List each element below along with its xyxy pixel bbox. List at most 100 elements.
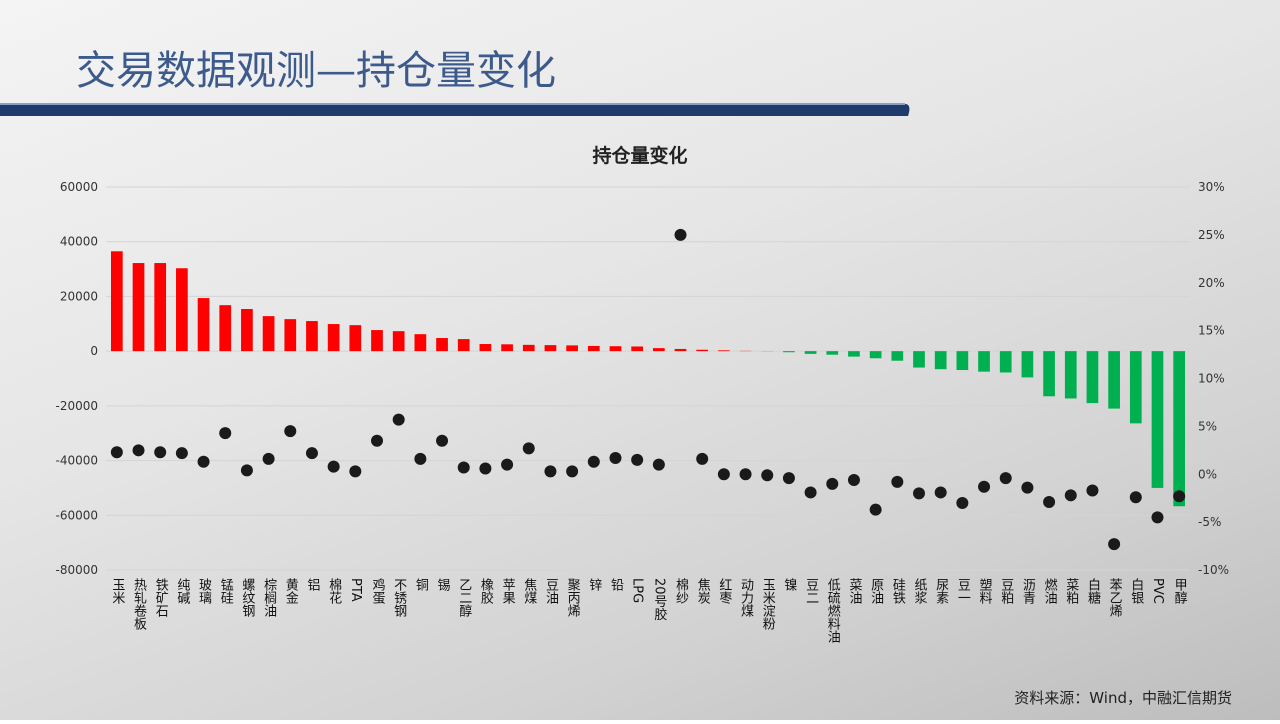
bar [1065, 351, 1077, 398]
bar [891, 351, 903, 361]
x-tick-label: 白糖 [1085, 577, 1101, 605]
chart-title: 持仓量变化 [592, 144, 687, 167]
dot [783, 472, 795, 484]
y-tick-label: 0 [90, 344, 98, 358]
x-tick-label: 红枣 [716, 577, 732, 604]
x-tick-label: 锡 [435, 578, 451, 591]
bar [133, 263, 145, 351]
dot [544, 465, 556, 477]
dot [111, 446, 123, 458]
x-tick-label: 聚丙烯 [565, 578, 581, 617]
bar [393, 331, 405, 351]
dot [393, 414, 405, 426]
x-tick-label: 铜 [413, 578, 429, 591]
dot [761, 469, 773, 481]
dot [566, 465, 578, 477]
bar [263, 316, 275, 351]
x-tick-label: PVC [1150, 578, 1165, 604]
y-tick-label: -20000 [55, 399, 98, 413]
bar [718, 350, 730, 351]
y2-tick-label: -5% [1198, 515, 1221, 529]
bar [1000, 351, 1012, 372]
x-tick-label: 棉纱 [673, 578, 689, 604]
x-tick-label: 原油 [868, 578, 884, 604]
y2-tick-label: 0% [1198, 467, 1217, 481]
x-tick-label: 白银 [1128, 577, 1144, 604]
bar [957, 351, 969, 370]
title-bar [0, 104, 909, 116]
dot [956, 497, 968, 509]
dot [458, 462, 470, 474]
bar [1087, 351, 1099, 403]
dot [1065, 489, 1077, 501]
dot [870, 504, 882, 516]
y2-tick-label: 30% [1198, 180, 1225, 194]
bar [696, 350, 708, 351]
dot [1108, 538, 1120, 550]
dot [631, 454, 643, 466]
x-tick-label: PTA [348, 578, 363, 602]
dot [609, 452, 621, 464]
x-tick-label: 硅铁 [890, 578, 906, 604]
bar [415, 334, 427, 351]
bar [610, 346, 622, 351]
x-tick-label: 橡胶 [478, 578, 494, 605]
bar [978, 351, 990, 372]
dot [718, 468, 730, 480]
x-tick-label: 甲醇 [1172, 578, 1188, 604]
dot [219, 427, 231, 439]
bar [566, 345, 578, 351]
x-tick-label: 乙二醇 [456, 578, 472, 617]
x-tick-label: 燃油 [1042, 577, 1058, 604]
bar [480, 344, 492, 351]
dot [740, 468, 752, 480]
dot [501, 459, 513, 471]
dot [1130, 491, 1142, 503]
dot [696, 453, 708, 465]
x-tick-label: 沥青 [1020, 578, 1036, 604]
x-tick-label: 纸浆 [912, 578, 928, 604]
y-tick-label: 20000 [60, 289, 98, 303]
dot [523, 442, 535, 454]
dot [133, 444, 145, 456]
dot [935, 486, 947, 498]
dot [891, 476, 903, 488]
x-tick-label: 铁矿石 [153, 578, 169, 617]
bar [436, 338, 448, 351]
x-tick-label: 豆粕 [998, 578, 1014, 604]
x-tick-label: 动力煤 [738, 578, 754, 617]
x-tick-label: 玻璃 [196, 578, 212, 604]
x-tick-label: 苯乙烯 [1107, 578, 1123, 617]
x-tick-label: 低硫燃料油 [825, 578, 841, 643]
bar [1130, 351, 1142, 423]
bar [1108, 351, 1120, 408]
x-tick-label: 螺纹钢 [239, 578, 255, 618]
bar [1022, 351, 1034, 377]
bar [783, 351, 795, 352]
dot [328, 461, 340, 473]
dot [479, 463, 491, 475]
dot [198, 456, 210, 468]
bar [848, 351, 860, 356]
x-tick-label: 焦炭 [695, 578, 711, 605]
x-tick-label: 棉花 [326, 578, 342, 605]
bar [371, 330, 383, 351]
bar [458, 339, 470, 351]
bar [826, 351, 838, 355]
y-tick-label: 60000 [60, 180, 98, 194]
bar [284, 319, 296, 351]
dot [1021, 482, 1033, 494]
x-tick-label: 鸡蛋 [370, 577, 386, 605]
dot [241, 464, 253, 476]
y2-tick-label: 25% [1198, 228, 1225, 242]
x-tick-label: 豆二 [803, 578, 819, 604]
bar [588, 346, 600, 351]
y2-tick-label: -10% [1198, 563, 1229, 577]
dot [284, 425, 296, 437]
bar [219, 305, 231, 351]
x-tick-label: 黄金 [283, 578, 299, 604]
dot [913, 487, 925, 499]
dot [436, 435, 448, 447]
